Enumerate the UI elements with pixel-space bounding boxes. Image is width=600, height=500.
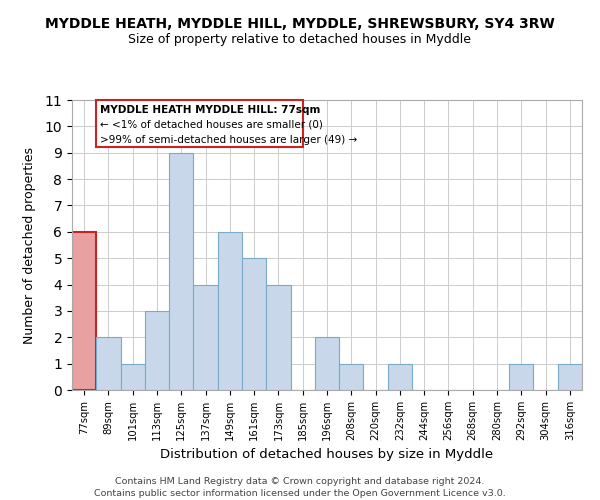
Bar (339, 364, 364, 390)
Text: >99% of semi-detached houses are larger (49) →: >99% of semi-detached houses are larger … (100, 135, 357, 145)
Bar (315, 338, 339, 390)
Bar (266, 284, 290, 390)
Text: MYDDLE HEATH, MYDDLE HILL, MYDDLE, SHREWSBURY, SY4 3RW: MYDDLE HEATH, MYDDLE HILL, MYDDLE, SHREW… (45, 18, 555, 32)
Text: MYDDLE HEATH MYDDLE HILL: 77sqm: MYDDLE HEATH MYDDLE HILL: 77sqm (100, 104, 320, 115)
Bar (96, 338, 121, 390)
Bar (242, 258, 266, 390)
X-axis label: Distribution of detached houses by size in Myddle: Distribution of detached houses by size … (160, 448, 494, 462)
Text: Size of property relative to detached houses in Myddle: Size of property relative to detached ho… (128, 32, 472, 46)
Bar (145, 311, 169, 390)
Bar (169, 152, 193, 390)
Bar (218, 232, 242, 390)
Bar (558, 364, 582, 390)
Bar (509, 364, 533, 390)
Bar (193, 284, 218, 390)
Text: Contains HM Land Registry data © Crown copyright and database right 2024.: Contains HM Land Registry data © Crown c… (115, 478, 485, 486)
Bar (96, 100, 303, 148)
Text: Contains public sector information licensed under the Open Government Licence v3: Contains public sector information licen… (94, 489, 506, 498)
Bar (72, 232, 96, 390)
Bar (121, 364, 145, 390)
Y-axis label: Number of detached properties: Number of detached properties (23, 146, 36, 344)
Bar (388, 364, 412, 390)
Text: ← <1% of detached houses are smaller (0): ← <1% of detached houses are smaller (0) (100, 120, 323, 130)
